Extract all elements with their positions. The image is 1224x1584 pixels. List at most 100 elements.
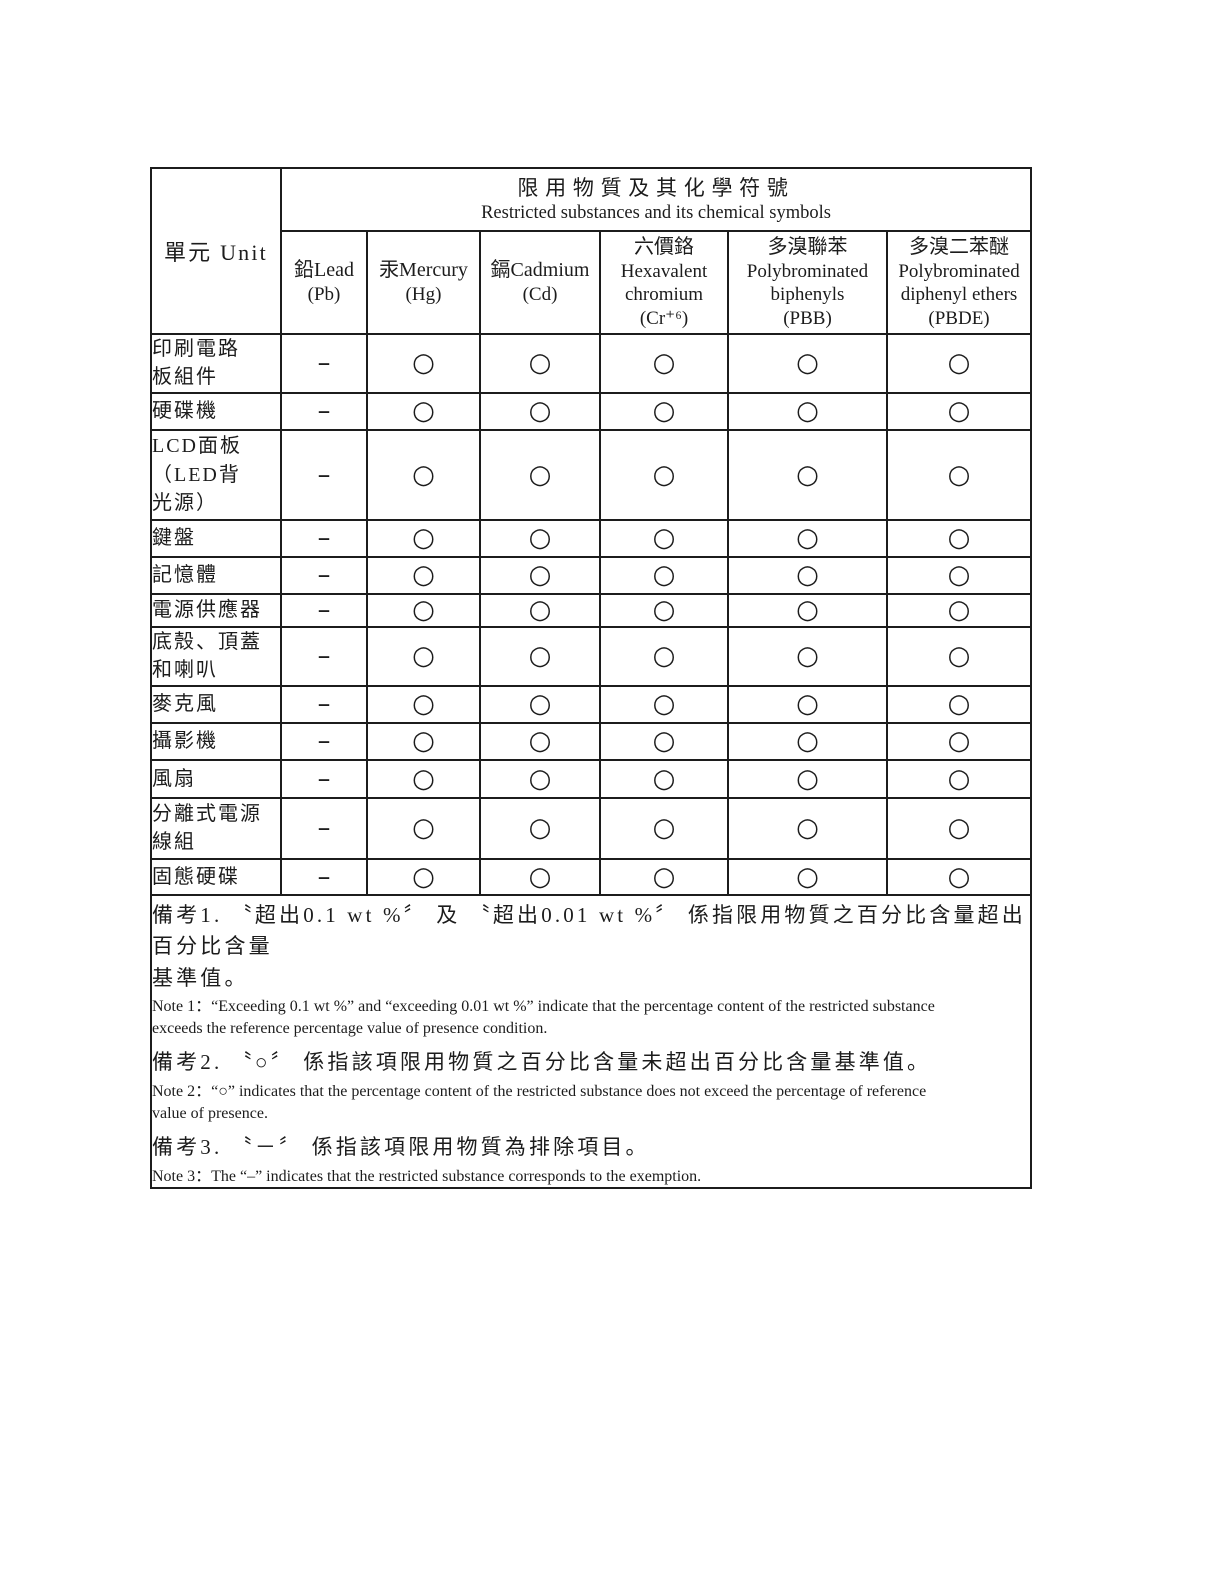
cell-value: – <box>280 428 368 521</box>
column-header-mercury: 汞Mercury (Hg) <box>366 230 481 335</box>
cell-value: ○ <box>727 592 888 628</box>
table-row: 麥克風 – ○ ○ ○ ○ ○ <box>150 684 1033 724</box>
cell-value: ○ <box>727 625 888 687</box>
column-header-mercury-symbol: (Hg) <box>405 284 442 306</box>
table-row: 分離式電源 線組 – ○ ○ ○ ○ ○ <box>150 796 1033 860</box>
cell-value: ○ <box>599 333 729 394</box>
cell-value: – <box>280 625 368 687</box>
column-header-pbb: 多溴聯苯 Polybrominated biphenyls (PBB) <box>727 230 888 335</box>
row-unit-label: 攝影機 <box>150 721 282 761</box>
cell-value: ○ <box>885 721 1033 761</box>
table-row: 風扇 – ○ ○ ○ ○ ○ <box>150 758 1033 799</box>
cell-value: – <box>280 758 368 799</box>
cell-value: ○ <box>366 625 481 687</box>
group-header-cell: 限用物質及其化學符號 Restricted substances and its… <box>279 167 1033 232</box>
note1-en: Note 1：“Exceeding 0.1 wt %” and “exceedi… <box>152 998 935 1037</box>
column-header-cadmium-name: 鎘Cadmium <box>490 259 590 282</box>
cell-value: ○ <box>366 721 481 761</box>
row-unit-label: 電源供應器 <box>150 592 282 628</box>
table-row: 攝影機 – ○ ○ ○ ○ ○ <box>150 721 1033 761</box>
group-header-zh: 限用物質及其化學符號 <box>517 176 795 201</box>
cell-value: – <box>280 391 368 431</box>
table-row: 電源供應器 – ○ ○ ○ ○ ○ <box>150 592 1033 628</box>
cell-value: ○ <box>366 333 481 394</box>
row-unit-label: 麥克風 <box>150 684 282 724</box>
cell-value: ○ <box>885 333 1033 394</box>
cell-value: ○ <box>885 758 1033 799</box>
cell-value: – <box>280 857 368 896</box>
cell-value: ○ <box>479 592 601 628</box>
column-header-pbde: 多溴二苯醚 Polybrominated diphenyl ethers (PB… <box>885 230 1033 335</box>
cell-value: ○ <box>366 555 481 595</box>
cell-value: ○ <box>366 684 481 724</box>
cell-value: ○ <box>479 857 601 896</box>
header-row-columns: 鉛Lead (Pb) 汞Mercury (Hg) 鎘Cadmium (Cd) 六… <box>151 230 1033 335</box>
row-unit-label: 鍵盤 <box>150 518 282 558</box>
table-row: 固態硬碟 – ○ ○ ○ ○ ○ <box>150 857 1033 896</box>
cell-value: ○ <box>727 684 888 724</box>
cell-value: ○ <box>479 518 601 558</box>
cell-value: – <box>280 592 368 628</box>
note2-en: Note 2：“○” indicates that the percentage… <box>152 1082 927 1122</box>
cell-value: ○ <box>479 758 601 799</box>
table-row: LCD面板 （LED背 光源） – ○ ○ ○ ○ ○ <box>150 428 1033 521</box>
column-header-pbde-symbol: Polybrominated diphenyl ethers (PBDE) <box>898 261 1020 329</box>
cell-value: ○ <box>885 391 1033 431</box>
column-header-hexavalent-chromium: 六價鉻 Hexavalent chromium (Cr⁺⁶) <box>599 230 729 335</box>
notes-section: 備考1. 〝超出0.1 wt %〞 及 〝超出0.01 wt %〞 係指限用物質… <box>149 893 1033 1190</box>
cell-value: – <box>280 721 368 761</box>
row-unit-label: 風扇 <box>150 758 282 799</box>
cell-value: ○ <box>599 428 729 521</box>
cell-value: ○ <box>599 684 729 724</box>
row-unit-label: 硬碟機 <box>150 391 282 431</box>
unit-column-header: 單元 Unit <box>150 167 282 335</box>
cell-value: ○ <box>479 796 601 860</box>
cell-value: – <box>280 518 368 558</box>
cell-value: ○ <box>366 428 481 521</box>
table-row: 記憶體 – ○ ○ ○ ○ ○ <box>150 555 1033 595</box>
column-header-lead: 鉛Lead (Pb) <box>280 230 368 335</box>
cell-value: ○ <box>479 684 601 724</box>
column-header-cadmium-symbol: (Cd) <box>522 284 558 306</box>
cell-value: ○ <box>599 518 729 558</box>
column-header-hexavalent-chromium-name: 六價鉻 <box>634 236 694 259</box>
cell-value: ○ <box>366 592 481 628</box>
cell-value: ○ <box>727 857 888 896</box>
column-header-mercury-name: 汞Mercury <box>379 259 468 282</box>
cell-value: ○ <box>366 518 481 558</box>
cell-value: – <box>280 684 368 724</box>
cell-value: ○ <box>599 796 729 860</box>
cell-value: ○ <box>479 428 601 521</box>
cell-value: ○ <box>599 857 729 896</box>
cell-value: ○ <box>727 428 888 521</box>
cell-value: ○ <box>479 555 601 595</box>
column-header-cadmium: 鎘Cadmium (Cd) <box>479 230 601 335</box>
column-header-hexavalent-chromium-symbol: Hexavalent chromium (Cr⁺⁶) <box>620 261 708 329</box>
row-unit-label: 固態硬碟 <box>150 857 282 896</box>
column-header-lead-symbol: (Pb) <box>307 284 341 306</box>
row-unit-label: LCD面板 （LED背 光源） <box>150 428 282 521</box>
column-header-lead-name: 鉛Lead <box>294 259 354 282</box>
cell-value: ○ <box>479 333 601 394</box>
column-header-pbb-symbol: Polybrominated biphenyls (PBB) <box>746 261 869 329</box>
table-row: 硬碟機 – ○ ○ ○ ○ ○ <box>150 391 1033 431</box>
cell-value: ○ <box>885 555 1033 595</box>
cell-value: ○ <box>727 555 888 595</box>
row-unit-label: 底殼、頂蓋 和喇叭 <box>150 625 282 687</box>
cell-value: ○ <box>599 721 729 761</box>
cell-value: ○ <box>366 857 481 896</box>
cell-value: ○ <box>885 592 1033 628</box>
cell-value: ○ <box>727 391 888 431</box>
notes-row: 備考1. 〝超出0.1 wt %〞 及 〝超出0.01 wt %〞 係指限用物質… <box>149 893 1033 1190</box>
cell-value: ○ <box>366 758 481 799</box>
header-row-group: 單元 Unit 限用物質及其化學符號 Restricted substances… <box>150 167 1033 335</box>
note2-zh: 備考2. 〝○〞 係指該項限用物質之百分比含量未超出百分比含量基準值。 <box>152 1050 932 1075</box>
row-unit-label: 印刷電路 板組件 <box>150 333 282 394</box>
table-row: 印刷電路 板組件 – ○ ○ ○ ○ ○ <box>150 333 1033 394</box>
cell-value: ○ <box>599 758 729 799</box>
restricted-substances-table: 單元 Unit 限用物質及其化學符號 Restricted substances… <box>149 167 1033 1190</box>
cell-value: ○ <box>479 721 601 761</box>
cell-value: – <box>280 333 368 394</box>
cell-value: ○ <box>366 796 481 860</box>
cell-value: ○ <box>727 518 888 558</box>
